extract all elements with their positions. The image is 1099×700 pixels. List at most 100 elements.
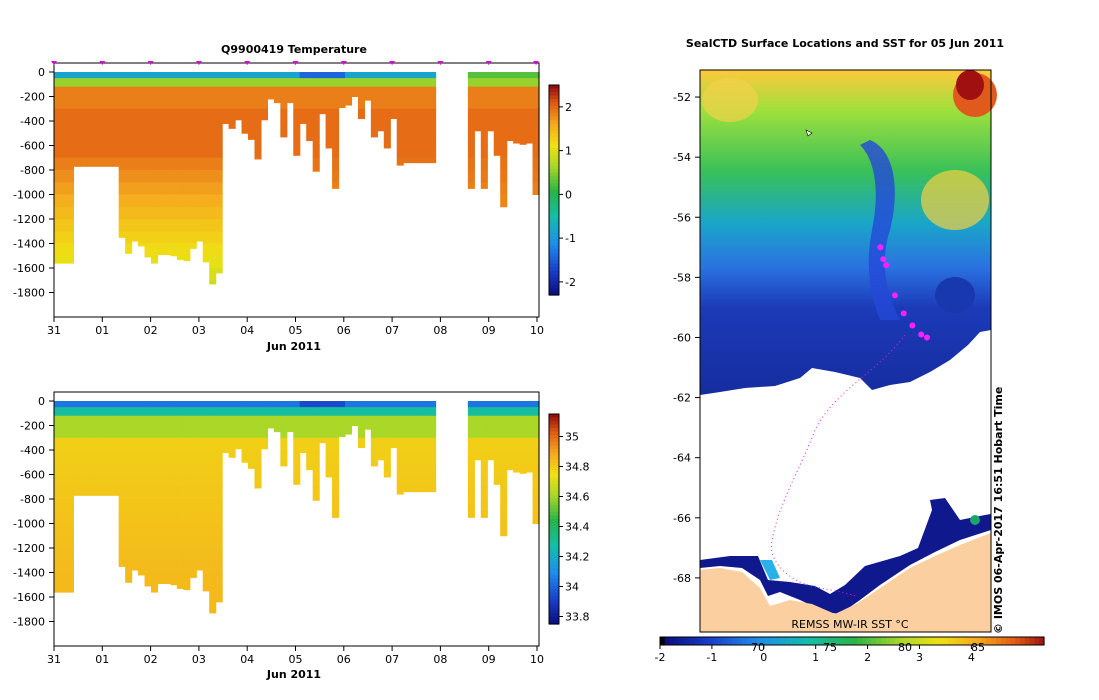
salinity-cell (86, 450, 94, 463)
salinity-cell (506, 437, 514, 451)
salinity-cell (112, 486, 120, 496)
salinity-cell (409, 450, 417, 463)
temperature-cell (299, 78, 307, 83)
colorbar-swatch (549, 169, 559, 174)
temperature-cell (325, 108, 333, 122)
temperature-cell (506, 78, 514, 83)
profile-marker (292, 61, 299, 65)
salinity-cell (416, 437, 424, 451)
temperature-cell (125, 206, 133, 220)
temperature-cell (312, 145, 320, 159)
salinity-cell (86, 425, 94, 439)
salinity-cell (519, 415, 527, 426)
salinity-cell (306, 410, 314, 417)
temperature-cell (215, 133, 223, 146)
temperature-cell (506, 96, 514, 110)
salinity-cell (131, 523, 139, 537)
temperature-cell (332, 182, 340, 189)
salinity-cell (163, 486, 171, 500)
temperature-cell (429, 81, 437, 88)
temperature-cell (183, 108, 191, 122)
sst-colorbar-swatch (967, 637, 973, 645)
temperature-cell (144, 72, 152, 76)
temperature-cell (215, 96, 223, 110)
cold-filament (860, 140, 900, 320)
sst-colorbar-swatch (962, 637, 968, 645)
salinity-cell (86, 486, 94, 496)
temperature-cell (215, 206, 223, 220)
temperature-cell (163, 96, 171, 110)
temperature-cell (351, 86, 359, 97)
sst-colorbar-swatch (904, 637, 911, 645)
salinity-cell (54, 535, 62, 549)
colorbar-tick-label: 34.2 (565, 551, 590, 564)
temperature-cell (493, 81, 501, 88)
colorbar-swatch (549, 95, 559, 100)
sst-colorbar-swatch (679, 637, 685, 645)
salinity-cell (99, 437, 107, 451)
temperature-cell (390, 78, 398, 83)
salinity-cell (345, 404, 353, 408)
salinity-cell (474, 415, 482, 426)
temperature-cell (118, 86, 126, 97)
temperature-cell (215, 170, 223, 183)
temperature-cell (157, 72, 165, 76)
temperature-cell (480, 170, 488, 183)
coastal-warm-patch (760, 560, 780, 580)
salinity-cell (66, 548, 74, 561)
temperature-cell (325, 96, 333, 110)
colorbar-swatch (549, 277, 559, 282)
sst-colorbar-swatch (919, 637, 925, 645)
temperature-cell (112, 121, 120, 134)
salinity-cell (351, 410, 359, 417)
temperature-cell (209, 81, 217, 88)
colorbar-swatch (549, 487, 559, 492)
salinity-cell (403, 462, 411, 475)
temperature-cell (60, 170, 68, 183)
temperature-cell (209, 182, 217, 195)
salinity-cell (183, 499, 191, 512)
salinity-cell (526, 404, 534, 408)
temperature-cell (383, 75, 391, 79)
salinity-cell (526, 425, 534, 439)
temperature-cell (170, 157, 178, 171)
salinity-cell (189, 462, 197, 475)
salinity-cell (506, 425, 514, 439)
salinity-cell (202, 474, 210, 488)
salinity-cell (66, 535, 74, 549)
salinity-cell (480, 450, 488, 463)
salinity-cell (176, 474, 184, 488)
salinity-cell (138, 572, 146, 576)
temperature-panel: Q9900419 Temperature 0-200-400-600-800-1… (13, 43, 576, 353)
salinity-cell (86, 437, 94, 451)
salinity-cell (338, 410, 346, 417)
temperature-cell (416, 75, 424, 79)
salinity-cell (138, 548, 146, 561)
temperature-cell (332, 78, 340, 83)
temperature-cell (312, 81, 320, 88)
colorbar-swatch (549, 603, 559, 608)
temperature-cell (403, 108, 411, 122)
salinity-cell (131, 401, 139, 405)
colorbar-swatch (549, 477, 559, 482)
temperature-cell (157, 121, 165, 134)
colorbar-swatch (549, 529, 559, 534)
salinity-cell (79, 407, 87, 412)
colorbar-swatch (549, 466, 559, 471)
temperature-cell (467, 157, 475, 171)
temperature-cell (235, 86, 243, 97)
salinity-cell (467, 407, 475, 412)
salinity-cell (506, 404, 514, 408)
temperature-cell (332, 81, 340, 88)
salinity-cell (416, 425, 424, 439)
sst-colorbar-swatch (712, 637, 719, 645)
temperature-cell (506, 75, 514, 79)
salinity-cell (138, 415, 146, 426)
sst-colorbar-swatch (799, 637, 805, 645)
temperature-cell (228, 86, 236, 97)
salinity-cell (403, 450, 411, 463)
salinity-cell (345, 407, 353, 412)
temperature-cell (467, 81, 475, 88)
temperature-cell (73, 157, 81, 167)
salinity-cell (390, 437, 398, 449)
